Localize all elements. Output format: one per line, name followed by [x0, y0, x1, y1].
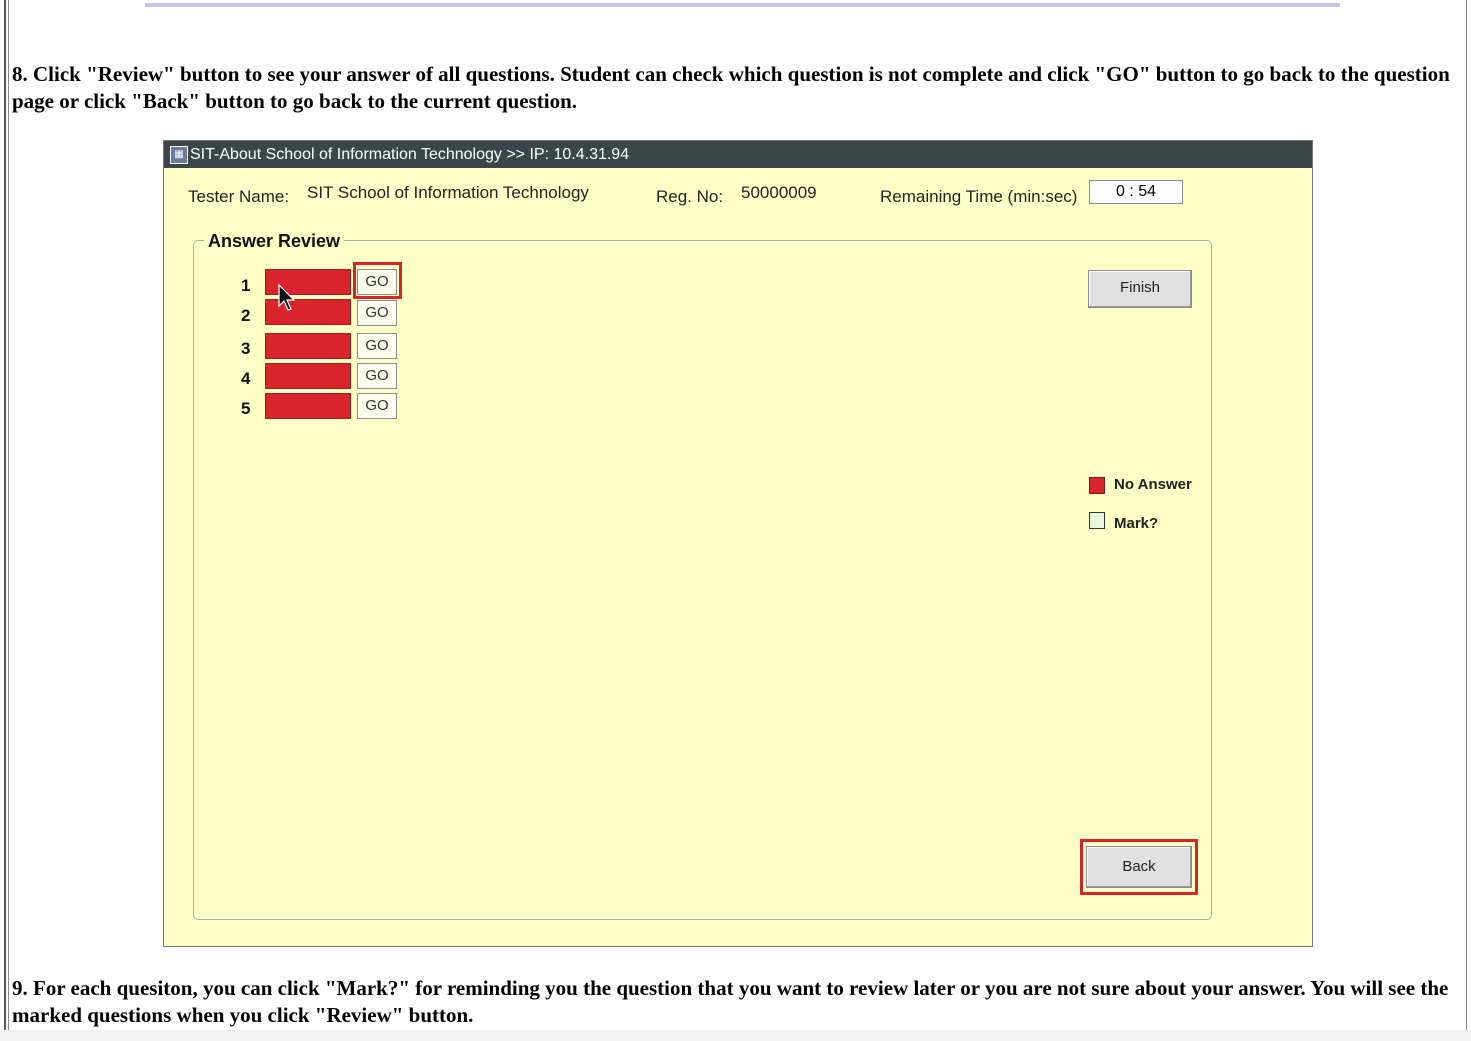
question-number: 1 — [241, 276, 251, 295]
reg-no-label: Reg. No: — [656, 187, 724, 206]
back-button-highlight — [1080, 839, 1198, 895]
go-button-highlight — [353, 262, 402, 299]
question-number: 3 — [241, 339, 251, 358]
answer-review-group — [193, 240, 1212, 920]
tester-name-label: Tester Name: — [188, 187, 290, 206]
go-button-q4[interactable]: GO — [357, 363, 397, 389]
answer-review-title: Answer Review — [204, 231, 345, 252]
legend-mark-swatch — [1089, 512, 1105, 529]
question-status-bar — [265, 363, 351, 389]
question-number: 4 — [241, 369, 251, 388]
go-button-q1[interactable]: GO — [357, 269, 397, 295]
page-border-left — [4, 0, 6, 1041]
legend-no-answer-swatch — [1089, 477, 1105, 494]
legend-mark-label: Mark? — [1114, 515, 1159, 532]
reg-no-value: 50000009 — [741, 183, 817, 202]
remaining-time-field: 0 : 54 — [1089, 180, 1183, 204]
window-titlebar: ▦ SIT-About School of Information Techno… — [164, 141, 1312, 168]
page-border-right — [1466, 0, 1467, 1041]
question-status-bar — [265, 393, 351, 419]
finish-button[interactable]: Finish — [1088, 270, 1192, 308]
question-number: 5 — [241, 399, 251, 418]
instruction-step-8: 8. Click "Review" button to see your ans… — [12, 62, 1450, 113]
go-button-q3[interactable]: GO — [357, 333, 397, 359]
go-button-q2[interactable]: GO — [357, 300, 397, 326]
instruction-step-9: 9. For each quesiton, you can click "Mar… — [12, 976, 1449, 1027]
back-button[interactable]: Back — [1086, 846, 1192, 888]
remaining-time-label: Remaining Time (min:sec) — [880, 187, 1078, 206]
legend-no-answer-label: No Answer — [1114, 476, 1192, 493]
go-button-q5[interactable]: GO — [357, 393, 397, 419]
review-window: ▦ SIT-About School of Information Techno… — [163, 140, 1313, 947]
window-title: SIT-About School of Information Technolo… — [190, 146, 630, 163]
app-icon: ▦ — [170, 146, 188, 164]
question-number: 2 — [241, 306, 251, 325]
question-status-bar — [265, 333, 351, 359]
mouse-cursor-icon — [278, 284, 296, 311]
bottom-bar — [0, 1030, 1471, 1041]
top-divider — [145, 3, 1340, 7]
tester-name-value: SIT School of Information Technology — [307, 183, 589, 202]
page-border-left-inner — [8, 0, 9, 1041]
